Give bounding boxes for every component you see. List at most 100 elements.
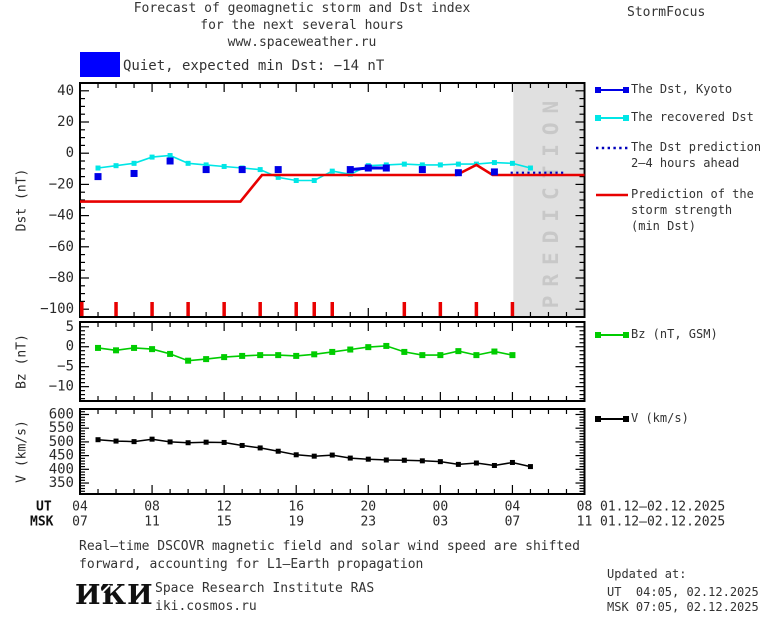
- y-tick-label: −10: [49, 379, 74, 395]
- x-axis-date-range: 01.12–02.12.2025: [600, 500, 725, 515]
- x-tick-label: 04: [72, 500, 88, 515]
- x-axis-row-header: UT: [36, 500, 52, 515]
- series-v-km-s-marker: [311, 453, 317, 459]
- series-bz-nt-gsm-marker: [149, 346, 156, 353]
- x-tick-label: 00: [433, 500, 449, 515]
- y-tick-label: 350: [49, 475, 74, 491]
- legend-marker-recovered-dst: [595, 115, 629, 121]
- y-tick-label: 400: [49, 461, 74, 477]
- series-bz-nt-gsm-marker: [113, 347, 120, 354]
- series-bz-nt-gsm-marker: [365, 344, 372, 351]
- x-tick-label: 07: [505, 515, 521, 530]
- x-tick-label: 11: [144, 515, 160, 530]
- series-the-dst-kyoto-marker: [346, 166, 354, 174]
- series-v-km-s-marker: [473, 460, 479, 466]
- series-bz-nt-gsm-marker: [275, 352, 282, 359]
- series-the-dst-kyoto-marker: [454, 169, 462, 177]
- event-tick: [294, 302, 298, 316]
- series-bz-nt-gsm-marker: [347, 346, 354, 353]
- x-tick-label: 15: [216, 515, 232, 530]
- brand-label: StormFocus: [627, 5, 706, 20]
- series-the-recovered-dst-marker: [95, 165, 101, 171]
- panel-frame: [79, 321, 586, 402]
- series-the-recovered-dst-marker: [149, 154, 155, 160]
- x-tick-label: 07: [72, 515, 88, 530]
- series-bz-nt-gsm-marker: [185, 357, 192, 364]
- series-v-km-s-marker: [365, 456, 371, 462]
- updated-at-title: Updated at:: [607, 567, 687, 581]
- series-v-km-s-marker: [347, 455, 353, 461]
- event-tick: [474, 302, 479, 316]
- series-bz-nt-gsm-marker: [221, 354, 228, 361]
- event-tick: [80, 302, 84, 316]
- x-tick-label: 04: [505, 500, 521, 515]
- series-the-recovered-dst-marker: [329, 168, 335, 174]
- series-v-km-s-marker: [419, 458, 425, 464]
- series-v-km-s-marker: [401, 457, 407, 463]
- series-the-recovered-dst: [97, 154, 531, 182]
- series-the-recovered-dst-marker: [275, 174, 281, 180]
- event-tick: [114, 302, 118, 316]
- series-v-km-s: [97, 438, 531, 468]
- y-tick-label: −40: [49, 208, 74, 224]
- series-v-km-s-marker: [203, 439, 209, 445]
- panel-dst: PREDICTION 40 20 0 −20 −40 −60 −80 −100 Dst (nT): [15, 82, 586, 318]
- event-tick: [438, 302, 443, 316]
- event-tick: [150, 302, 154, 316]
- x-tick-label: 11: [577, 515, 593, 530]
- series-the-dst-kyoto-marker: [418, 166, 426, 174]
- event-tick: [186, 302, 190, 316]
- x-tick-label: 16: [288, 500, 304, 515]
- status-label: Quiet, expected min Dst: −14 nT: [123, 58, 385, 74]
- series-the-dst-kyoto-marker: [274, 166, 282, 174]
- series-the-recovered-dst-marker: [167, 153, 173, 159]
- y-tick-label: 550: [49, 420, 74, 436]
- series-bz-nt-gsm-marker: [131, 344, 138, 351]
- org-site-link: iki.cosmos.ru: [155, 599, 257, 614]
- legend-marker-bz: [595, 332, 629, 338]
- series-bz-nt-gsm-marker: [95, 344, 102, 351]
- series-v-km-s-marker: [329, 452, 335, 458]
- y-tick-label: −20: [49, 176, 74, 192]
- legend-label: The Dst prediction 2–4 hours ahead: [631, 140, 760, 170]
- x-tick-label: 12: [216, 500, 232, 515]
- y-tick-label: 600: [49, 406, 74, 422]
- series-v-km-s-marker: [221, 439, 227, 445]
- event-tick: [402, 302, 407, 316]
- series-v-km-s-marker: [167, 439, 173, 445]
- title-line-1: Forecast of geomagnetic storm and Dst in…: [133, 1, 471, 16]
- series-the-recovered-dst-marker: [401, 161, 407, 167]
- legend-label: Prediction of the storm strength (min Ds…: [631, 187, 754, 233]
- series-v-km-s-marker: [527, 464, 533, 470]
- series-bz-nt-gsm-marker: [203, 356, 210, 363]
- y-tick-label: 0: [66, 145, 74, 161]
- y-tick-label: 450: [49, 448, 74, 464]
- series-the-recovered-dst-marker: [131, 160, 137, 166]
- series-v-km-s-marker: [491, 462, 497, 468]
- title-line-2: for the next several hours: [200, 18, 404, 33]
- x-tick-label: 08: [577, 500, 593, 515]
- series-the-dst-kyoto-marker: [166, 157, 174, 165]
- series-the-dst-kyoto-marker: [238, 166, 246, 174]
- series-the-recovered-dst-marker: [509, 160, 515, 166]
- iki-logo-satellite-icon: [101, 584, 110, 593]
- event-tick: [510, 302, 515, 316]
- legend-label: V (km/s): [631, 411, 689, 425]
- series-v-km-s-marker: [383, 457, 389, 463]
- series-the-recovered-dst-marker: [419, 162, 425, 168]
- series-bz-nt-gsm-marker: [419, 352, 426, 359]
- series-v-km-s-marker: [455, 461, 461, 467]
- y-tick-label: −100: [40, 301, 74, 317]
- event-tick: [330, 302, 334, 316]
- event-tick: [312, 302, 316, 316]
- series-the-dst-kyoto-marker: [202, 166, 210, 174]
- series-v-km-s-marker: [293, 452, 299, 458]
- series-the-recovered-dst-marker: [257, 167, 263, 173]
- series-the-recovered-dst-marker: [311, 178, 317, 183]
- x-tick-label: 19: [288, 515, 304, 530]
- iki-logo: ИКИ: [75, 580, 154, 611]
- series-bz-nt-gsm-marker: [167, 350, 174, 357]
- updated-at-msk: MSK 07:05, 02.12.2025: [607, 600, 759, 614]
